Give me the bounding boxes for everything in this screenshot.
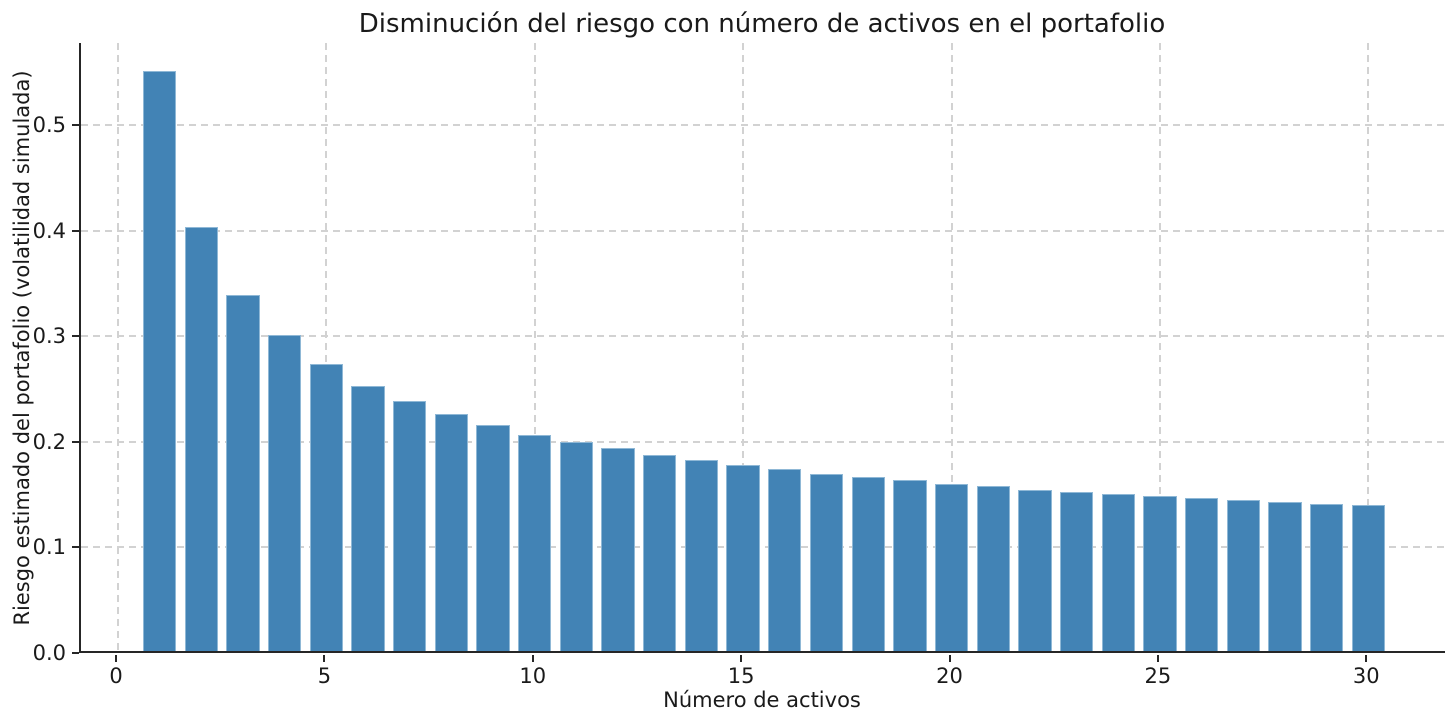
- x-tick-label: 5: [317, 664, 332, 688]
- gridline-vertical: [1367, 43, 1370, 651]
- x-tick-label: 0: [109, 664, 123, 688]
- bar: [684, 459, 719, 651]
- y-tick-mark: [72, 546, 79, 549]
- bar: [559, 442, 594, 651]
- x-tick-mark: [531, 655, 534, 662]
- bar: [1309, 504, 1344, 651]
- bar: [1018, 489, 1052, 651]
- bar: [351, 386, 385, 651]
- bar: [143, 70, 177, 651]
- x-tick-mark: [1365, 655, 1368, 662]
- gridline-vertical: [950, 43, 953, 651]
- gridline-horizontal: [81, 440, 1445, 443]
- x-tick-label: 30: [1352, 664, 1380, 688]
- chart-title: Disminución del riesgo con número de act…: [358, 9, 1166, 39]
- bar: [184, 226, 219, 651]
- bar: [1268, 502, 1302, 651]
- bar: [601, 448, 635, 651]
- bar: [476, 425, 510, 651]
- x-tick-label: 20: [936, 664, 963, 688]
- x-tick-mark: [740, 655, 743, 662]
- y-tick-label: 0.4: [32, 218, 66, 243]
- y-tick-label: 0.3: [32, 324, 66, 349]
- bar: [1143, 495, 1177, 651]
- bar: [893, 480, 927, 651]
- x-tick-mark: [948, 655, 951, 662]
- bar: [434, 413, 469, 651]
- plot-area: [79, 43, 1445, 653]
- x-tick-label: 15: [727, 664, 755, 688]
- bar: [726, 465, 760, 651]
- gridline-vertical: [117, 43, 120, 651]
- x-tick-label: 10: [519, 664, 547, 688]
- bar: [393, 400, 427, 651]
- bar: [851, 476, 885, 651]
- y-tick-mark: [72, 124, 79, 127]
- y-tick-mark: [72, 440, 79, 443]
- x-tick-mark: [1156, 655, 1159, 662]
- y-tick-mark: [72, 652, 79, 654]
- x-axis-label: Número de activos: [663, 688, 861, 712]
- y-tick-mark: [72, 335, 79, 338]
- gridline-vertical: [1158, 43, 1161, 651]
- y-tick-label: 0.2: [32, 429, 66, 454]
- y-tick-label: 0.1: [32, 535, 66, 560]
- x-tick-mark: [115, 655, 118, 662]
- x-tick-mark: [323, 655, 326, 662]
- gridline-horizontal: [81, 124, 1445, 127]
- bar: [1059, 491, 1094, 651]
- gridline-horizontal: [81, 546, 1445, 549]
- bar: [976, 486, 1010, 651]
- bar: [1226, 500, 1260, 651]
- bar: [226, 295, 260, 651]
- bar: [1351, 505, 1385, 651]
- bar: [268, 335, 302, 651]
- y-tick-mark: [72, 229, 79, 232]
- x-tick-label: 25: [1144, 664, 1172, 688]
- bar: [518, 434, 552, 651]
- y-tick-label: 0.5: [32, 113, 66, 138]
- gridline-vertical: [325, 43, 328, 651]
- bar: [643, 454, 677, 651]
- bar: [934, 484, 969, 651]
- bar: [809, 473, 844, 651]
- gridline-vertical: [742, 43, 745, 651]
- bar: [768, 469, 802, 651]
- gridline-horizontal: [81, 335, 1445, 338]
- gridline-horizontal: [81, 229, 1445, 232]
- y-tick-label: 0.0: [32, 641, 66, 665]
- gridline-vertical: [533, 43, 536, 651]
- bar: [309, 363, 344, 651]
- bar: [1101, 493, 1135, 651]
- bar: [1184, 497, 1219, 651]
